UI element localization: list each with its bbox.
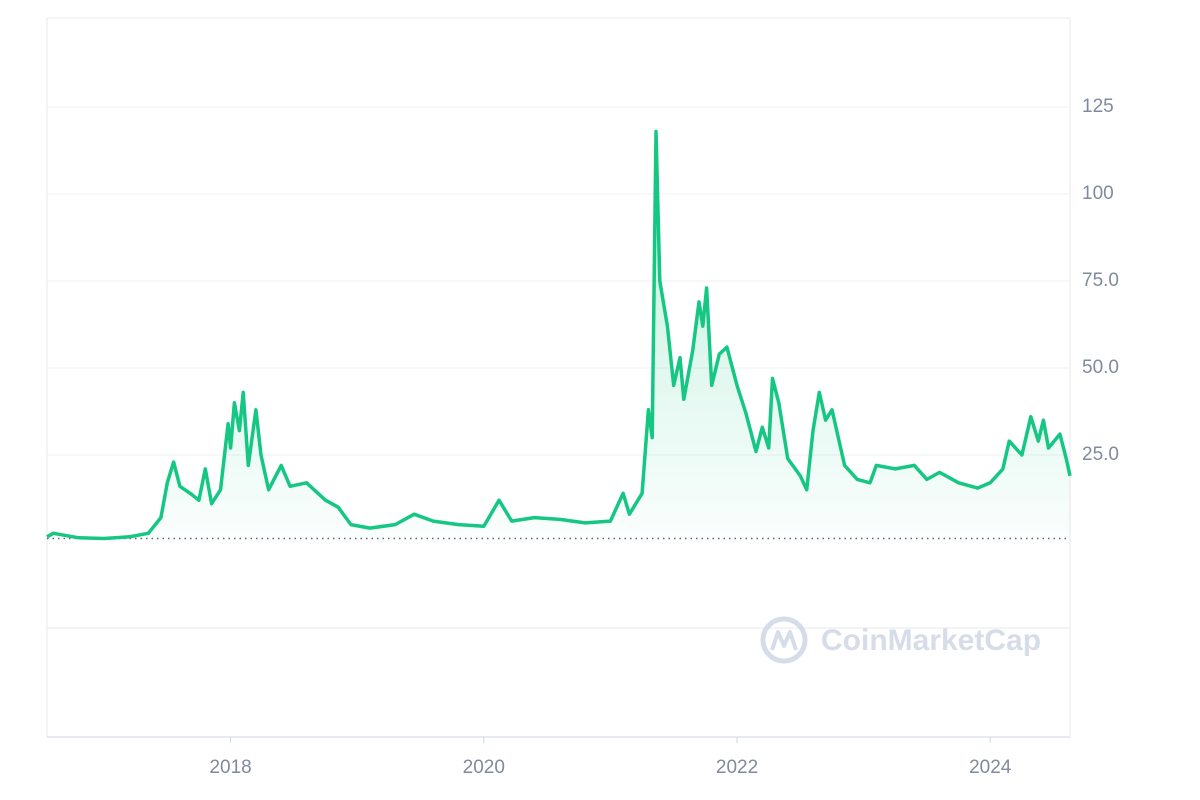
x-tick-label: 2020	[463, 757, 505, 778]
x-tick-label: 2024	[969, 757, 1012, 778]
y-tick-label: 75.0	[1082, 270, 1119, 291]
y-tick-label: 100	[1082, 183, 1114, 204]
y-tick-label: 25.0	[1082, 444, 1119, 465]
watermark-logo	[760, 616, 808, 664]
price-area	[47, 131, 1070, 539]
price-line	[46, 129, 1072, 541]
watermark: CoinMarketCap	[760, 616, 1041, 664]
y-tick-label: 125	[1082, 96, 1114, 117]
watermark-text: CoinMarketCap	[821, 624, 1041, 657]
x-tick-label: 2022	[716, 757, 758, 778]
y-tick-label: 50.0	[1082, 357, 1119, 378]
x-tick-label: 2018	[209, 757, 251, 778]
watermark-logo-mark	[770, 630, 798, 651]
